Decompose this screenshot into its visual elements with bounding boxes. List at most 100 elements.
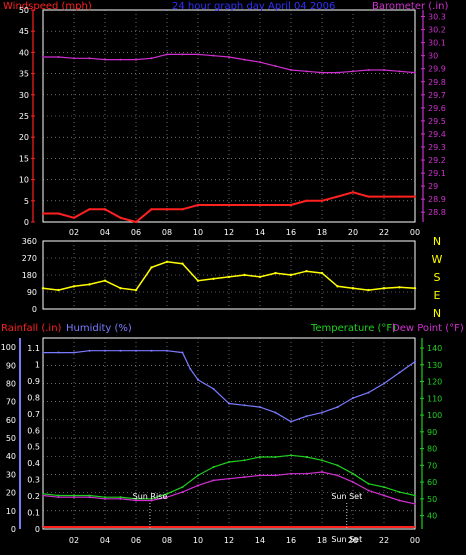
temperature-point [166,492,168,495]
windspeed-point [196,203,200,207]
temperature-tick-label: 50 [427,495,437,504]
windspeed-point [103,208,107,211]
compass-label: N [433,235,441,248]
barometer-tick-label: 29.4 [428,130,446,139]
humidity-point [290,420,292,423]
dewpoint-point [367,489,370,492]
dewpoint-point [259,474,261,477]
humidity-point [88,349,91,352]
wind-barometer-panel: Windspeed (mph) 24 hour graph day April … [3,1,448,237]
dewpoint-point [243,476,246,479]
direction-point [165,260,169,263]
windspeed-point [134,220,138,224]
time-tick-label: 04 [100,228,110,237]
time-tick-label: 20 [348,536,358,545]
barometer-point [104,58,106,61]
barometer-point [119,58,122,61]
barometer-point [259,61,261,64]
humidity-tick-label: 90 [6,361,16,370]
temperature-point [290,454,292,457]
temperature-tick-label: 80 [427,445,437,454]
compass-label: S [434,271,441,284]
temperature-tick-label: 70 [427,461,437,470]
rainfall-tick-label: 1.1 [27,344,40,353]
windspeed-point [227,203,231,207]
barometer-tick-label: 28.8 [428,208,446,217]
windspeed-tick-label: 35 [19,70,29,79]
temperature-point [352,472,354,475]
windspeed-point [212,203,215,207]
barometer-point [274,65,277,68]
humidity-tick-label: 40 [6,452,16,461]
temperature-point [181,486,184,489]
direction-point [181,262,184,265]
rainfall-tick-label: 1 [35,360,40,369]
windspeed-point [150,208,153,211]
barometer-tick-label: 30 [428,52,438,61]
direction-point [274,271,277,275]
direction-point [258,275,262,279]
time-tick-label: 18 [317,228,327,237]
direction-point [196,279,200,282]
direction-tick-label: 360 [22,237,37,246]
windspeed-point [367,195,370,198]
humidity-point [367,391,370,394]
dewpoint-axis-label: Dew Point (°F) [392,323,464,334]
temperature-point [259,455,261,458]
rainfall-tick-label: 0.1 [27,509,40,518]
rainfall-tick-label: 0.9 [27,377,40,386]
time-tick-label: 20 [348,228,358,237]
compass-label: N [433,307,441,320]
windspeed-tick-label: 45 [19,27,29,36]
humidity-tick-label: 0 [11,525,16,534]
time-tick-label: 08 [162,228,172,237]
time-tick-label: 06 [131,536,141,545]
dewpoint-point [119,497,122,500]
barometer-point [321,71,323,74]
dewpoint-point [135,499,137,502]
humidity-axis-label: Humidity (%) [66,323,132,334]
windspeed-point [165,208,169,211]
sunrise-label: Sun Rise [133,492,168,501]
direction-point [72,285,76,288]
humidity-point [197,378,199,381]
windspeed-point [382,195,386,198]
windspeed-tick-label: 50 [19,6,29,15]
humidity-point [135,349,137,352]
temperature-point [212,466,215,469]
rainfall-tick-label: 0.3 [27,476,40,485]
temperature-point [398,491,401,494]
time-tick-label: 22 [379,536,389,545]
temperature-point [119,496,122,499]
temperature-point [414,494,416,497]
rainfall-tick-label: 0.7 [27,410,40,419]
dewpoint-point [305,472,308,475]
direction-point [320,271,324,275]
barometer-point [197,53,199,56]
temperature-tick-label: 90 [427,428,437,437]
direction-point [243,273,246,277]
windspeed-point [119,216,122,219]
rainfall-axis-label: Rainfall (.in) [1,323,62,334]
barometer-point [367,69,370,72]
compass-label: E [434,289,441,302]
windspeed-point [336,195,339,198]
windspeed-point [413,195,417,198]
direction-tick-label: 90 [27,288,37,297]
barometer-tick-label: 29.6 [428,104,446,113]
barometer-point [336,71,339,74]
humidity-tick-label: 30 [6,470,16,479]
barometer-tick-label: 29.7 [428,91,446,100]
time-tick-label: 14 [255,228,265,237]
temperature-point [42,492,44,495]
humidity-point [119,349,122,352]
dewpoint-point [166,496,168,499]
direction-point [88,283,91,286]
time-tick-label: 12 [224,228,234,237]
humidity-series-line [43,350,416,423]
barometer-point [166,53,168,56]
direction-point [351,287,355,290]
time-tick-label: 22 [379,228,389,237]
